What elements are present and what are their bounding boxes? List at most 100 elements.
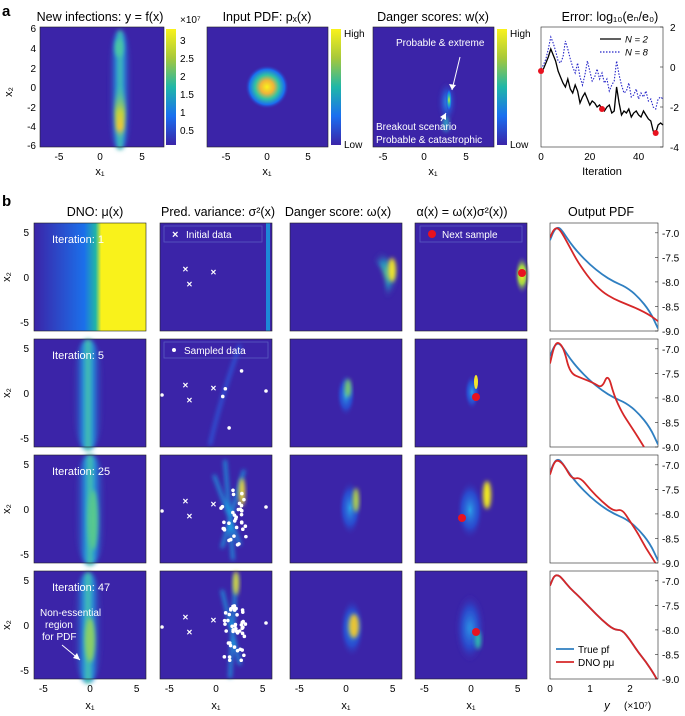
acq-iter25-halo [456,480,484,540]
b-title-variance: Pred. variance: σ²(x) [161,205,275,219]
sampled-data-marker [160,509,164,513]
a-pdf-x-ticks: -5 0 5 [222,152,312,163]
danger-iter25-halo [338,480,362,536]
danger-iter47-hot [349,614,359,638]
b-y-tick: -5 [20,318,29,329]
b-y-tick: 0 [23,389,29,400]
danger-iter1-arc [370,250,399,300]
b-y-tick: -5 [20,550,29,561]
initial-data-marker: × [211,268,217,279]
sampled-data-marker [264,389,268,393]
b-legend-next: Next sample [442,230,498,241]
b-x1-label: x₁ [466,700,476,712]
b-legend-next-box [419,225,523,243]
x-tick: 5 [139,152,145,163]
a-infections-cb-ticks: 3 2.5 2 1.5 1 0.5 [180,36,194,137]
acq-iter1 [415,223,527,331]
sampled-data-marker [239,512,244,517]
heatmap-frame [289,338,403,448]
a-infections-title: New infections: y = f(x) [37,10,164,24]
sampled-data-marker [242,497,246,502]
b-x-tick: 0 [343,684,349,695]
x-tick: 5 [463,152,469,163]
a-pdf-frame [206,26,329,148]
b-nonessential-1: Non-essential [40,608,101,619]
heatmap-frame [33,570,147,680]
sampled-data-marker [235,543,240,547]
mu-iter5-ridge [72,339,104,451]
b-iter-label-3: Iteration: 25 [52,466,110,478]
a-arrow-breakout-head [440,113,446,120]
pdf-curves [550,574,658,679]
b-sample-markers: × × × × × × × × × × × × [160,265,526,663]
danger-iter1-hot [388,258,396,282]
b-x-tick: 0 [468,684,474,695]
panel-letter-b: b [2,193,11,210]
a-y-ticks: 6 4 2 0 -2 -4 -6 [27,24,36,152]
sampled-data-marker [160,393,164,397]
sampled-data-marker [242,634,247,639]
x-tick: 5 [305,152,311,163]
sampled-data-marker [227,426,231,430]
initial-data-marker: × [211,500,217,511]
error-y-tick: 0 [670,63,676,74]
sampled-data-marker [236,507,241,512]
b-x-tick: -5 [165,684,174,695]
b-x2-label: x₂ [1,620,13,630]
x-tick: 0 [97,152,103,163]
y-tick: 0 [30,83,36,94]
b-y-tick: 0 [23,621,29,632]
sampled-data-marker [237,629,242,633]
heatmap-frame [159,454,273,564]
heatmap-frame [159,338,273,448]
b-title-acq: α(x) = ω(x)σ²(x)) [417,205,508,219]
pdf-x-tick: 0 [547,684,553,695]
b-x2-label: x₂ [1,388,13,398]
sampled-data-marker [220,504,225,509]
initial-data-marker: × [211,384,217,395]
sampled-data-marker [264,505,268,509]
panel-letter-a: a [2,3,11,20]
initial-data-marker: × [187,512,193,523]
sampled-data-marker [222,618,227,623]
a-danger-frame [372,26,495,148]
sampled-data-marker [227,538,231,543]
heatmap-frame [414,570,528,680]
sampled-data-marker [222,655,227,659]
pdf-x-tick: 2 [627,684,633,695]
pdf-y-tick: -9.0 [662,327,680,338]
mu-iter25-core [88,490,98,550]
sampled-data-marker [232,534,236,538]
danger-iter5-hot [345,379,351,397]
acq-iter47-halo [456,594,484,662]
sampled-data-marker [222,520,226,525]
pdf-y-tick: -9.0 [662,443,680,454]
cb-tick: 2 [180,72,186,83]
pdf-curves [550,342,658,447]
b-legend-initial: Initial data [186,230,232,241]
error-x-tick: 0 [538,152,544,163]
sampled-data-marker [227,521,231,526]
b-title-pdf: Output PDF [568,205,634,219]
sampled-data-marker [227,612,232,617]
b-heatmap-grid [34,223,530,684]
error-y-tick: -4 [670,143,679,154]
sampled-data-marker [235,648,240,653]
next-sample-marker [472,628,480,636]
sampled-data-marker [223,622,227,626]
pdf-series-line [550,342,645,447]
x-tick: -5 [222,152,231,163]
sampled-data-marker [243,622,248,626]
a-pdf-cb-high: High [344,29,365,40]
mu-iter1 [34,223,146,331]
error-series-line [540,35,664,110]
sampled-data-marker [227,655,232,659]
b-nonessential-arrow-head [73,653,80,660]
a-infections-colorbar [166,29,176,145]
pdf-y-tick: -8.5 [662,650,680,661]
b-legend-initial-box [163,225,263,243]
pdf-legend-label: DNO pμ [578,658,615,669]
b-x-tick: -5 [295,684,304,695]
next-sample-marker [472,393,480,401]
b-x-tick: 0 [87,684,93,695]
